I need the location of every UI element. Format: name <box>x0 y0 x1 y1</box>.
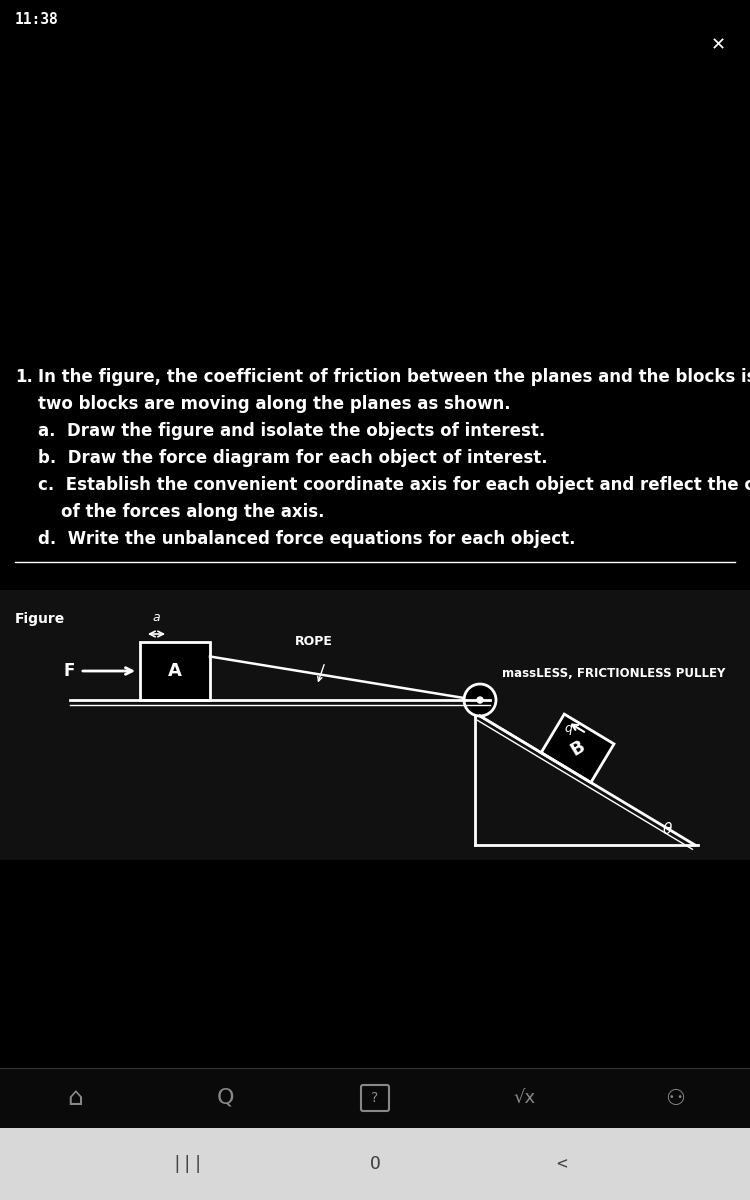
Text: A: A <box>168 662 182 680</box>
Text: In the figure, the coefficient of friction between the planes and the blocks is : In the figure, the coefficient of fricti… <box>38 368 750 386</box>
Text: F: F <box>64 662 75 680</box>
Circle shape <box>464 684 496 716</box>
Text: O: O <box>370 1154 380 1174</box>
Text: <: < <box>556 1154 568 1174</box>
Text: a: a <box>153 611 160 624</box>
Text: θ: θ <box>662 822 672 838</box>
Text: B: B <box>567 737 588 760</box>
Text: ✕: ✕ <box>710 36 725 54</box>
Text: massLESS, FRICTIONLESS PULLEY: massLESS, FRICTIONLESS PULLEY <box>502 667 725 680</box>
Text: ROPE: ROPE <box>295 635 333 648</box>
Polygon shape <box>542 714 614 782</box>
Text: Q: Q <box>216 1088 234 1108</box>
Text: Figure: Figure <box>15 612 65 626</box>
Bar <box>0 590 750 860</box>
Text: √x: √x <box>514 1090 536 1106</box>
Bar <box>0 1128 750 1200</box>
Text: of the forces along the axis.: of the forces along the axis. <box>38 503 325 521</box>
Text: 11:38: 11:38 <box>15 12 58 28</box>
Text: 1.: 1. <box>15 368 33 386</box>
Text: ?: ? <box>371 1091 379 1105</box>
Bar <box>0 1068 750 1128</box>
Text: d.  Write the unbalanced force equations for each object.: d. Write the unbalanced force equations … <box>38 530 575 548</box>
Text: q: q <box>564 722 572 736</box>
Text: b.  Draw the force diagram for each object of interest.: b. Draw the force diagram for each objec… <box>38 449 548 467</box>
Text: |||: ||| <box>172 1154 204 1174</box>
Text: ⌂: ⌂ <box>67 1086 83 1110</box>
Text: a.  Draw the figure and isolate the objects of interest.: a. Draw the figure and isolate the objec… <box>38 422 545 440</box>
Text: ⚇: ⚇ <box>665 1088 685 1108</box>
Text: two blocks are moving along the planes as shown.: two blocks are moving along the planes a… <box>38 395 511 413</box>
Text: c.  Establish the convenient coordinate axis for each object and reflect the com: c. Establish the convenient coordinate a… <box>38 476 750 494</box>
Bar <box>140 642 210 700</box>
Circle shape <box>477 697 483 703</box>
